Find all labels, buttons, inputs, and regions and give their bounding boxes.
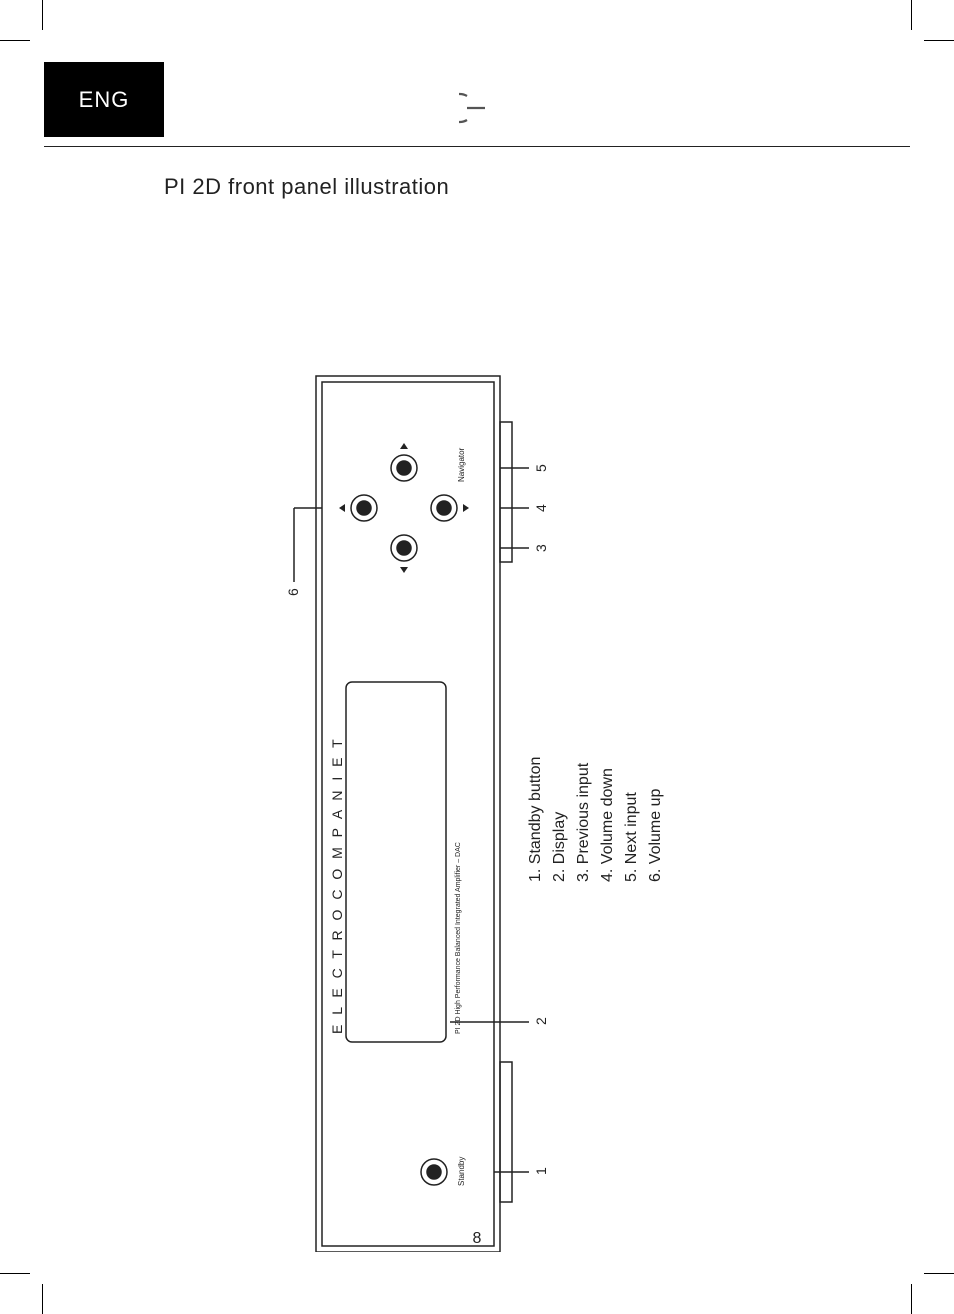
legend-item: 6. Volume up [644, 757, 668, 882]
legend-item: 3. Previous input [572, 757, 596, 882]
crop-mark [911, 0, 912, 30]
nav-left-button [391, 535, 417, 573]
brand-logo-icon [459, 90, 495, 131]
page: ENG PI 2D front panel illustration [44, 42, 910, 1272]
panel-subtitle: PI 2D High Performance Balanced Integrat… [455, 842, 462, 1034]
legend-item: 2. Display [548, 757, 572, 882]
page-number: 8 [473, 1230, 482, 1248]
nav-up-button [339, 495, 377, 521]
brand-text: E L E C T R O C O M P A N I E T [329, 736, 345, 1034]
callout-1: 1 [533, 1167, 549, 1175]
header-rule [44, 146, 910, 147]
legend-item: 4. Volume down [596, 757, 620, 882]
front-panel-illustration: E L E C T R O C O M P A N I E T PI 2D Hi… [264, 372, 564, 1252]
legend-item: 5. Next input [620, 757, 644, 882]
crop-mark [42, 0, 43, 30]
crop-mark [0, 40, 30, 41]
nav-down-button [431, 495, 469, 521]
crop-mark [911, 1284, 912, 1314]
callout-4: 4 [533, 504, 549, 512]
legend: 1. Standby button 2. Display 3. Previous… [524, 757, 668, 882]
crop-mark [0, 1273, 30, 1274]
page-title: PI 2D front panel illustration [164, 174, 449, 200]
callout-6: 6 [285, 588, 301, 596]
language-tab: ENG [44, 62, 164, 137]
standby-label: Standby [457, 1157, 466, 1186]
callout-5: 5 [533, 464, 549, 472]
callout-2: 2 [533, 1017, 549, 1025]
crop-mark [924, 40, 954, 41]
crop-mark [42, 1284, 43, 1314]
callout-3: 3 [533, 544, 549, 552]
crop-mark [924, 1273, 954, 1274]
nav-right-button [391, 443, 417, 481]
legend-item: 1. Standby button [524, 757, 548, 882]
language-label: ENG [79, 87, 130, 113]
navigator-label: Navigator [457, 447, 466, 482]
